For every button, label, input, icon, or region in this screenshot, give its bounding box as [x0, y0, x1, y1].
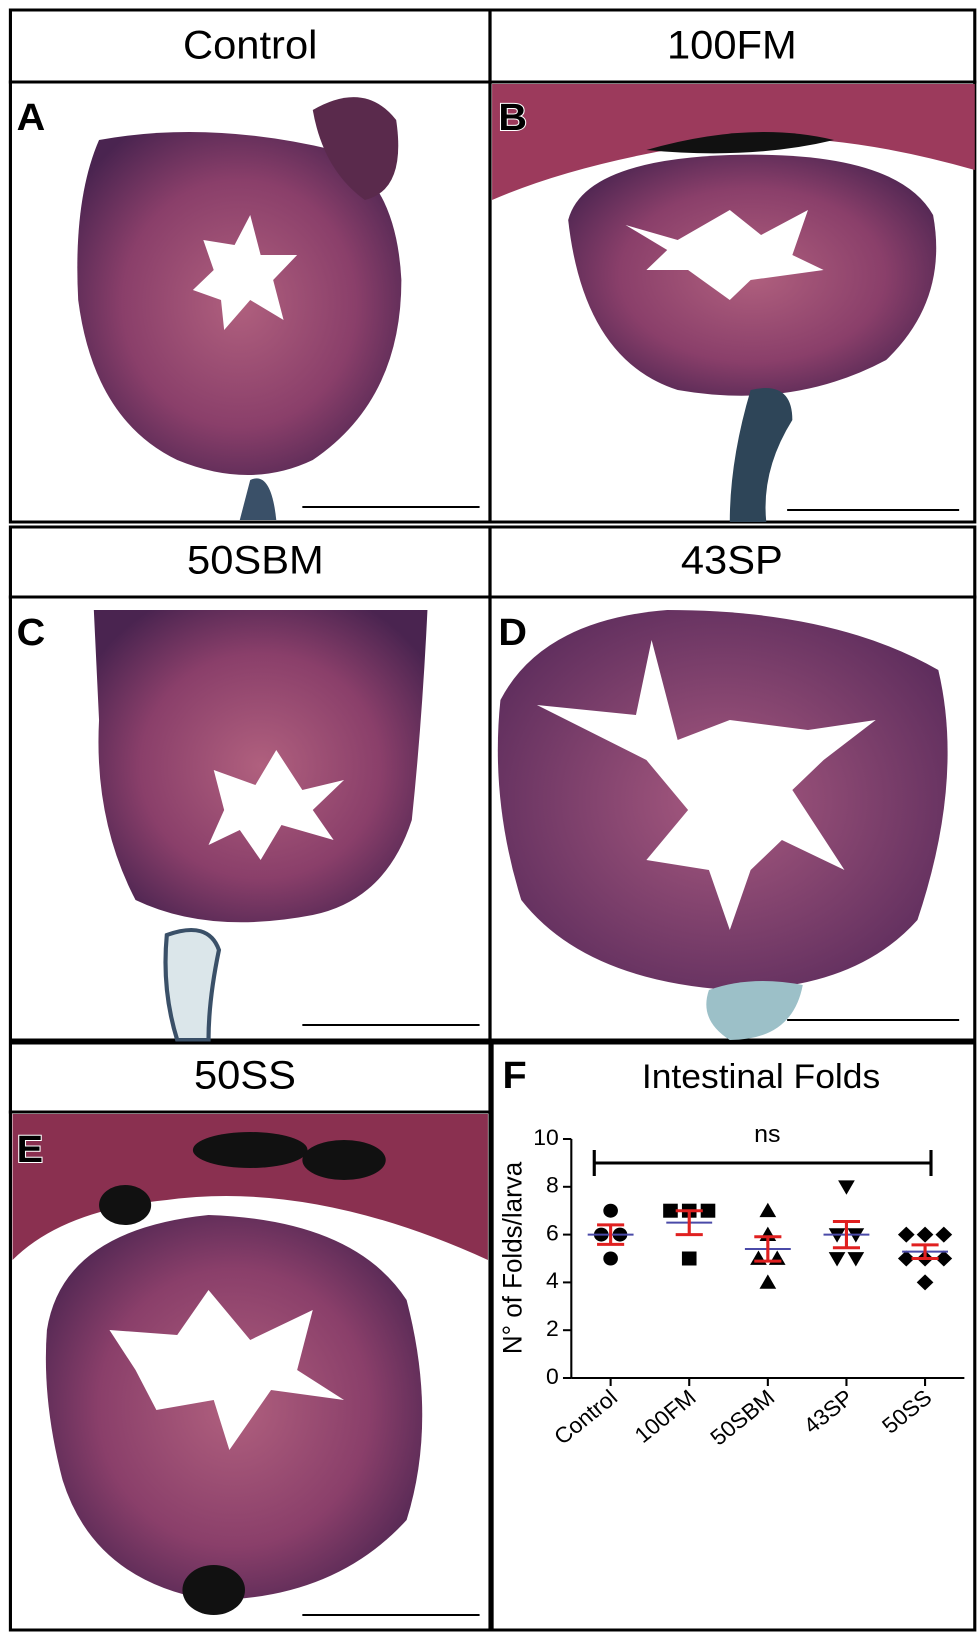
fat-droplet	[99, 1185, 152, 1225]
point	[603, 1251, 618, 1266]
point	[828, 1252, 846, 1267]
fat-droplet	[192, 1132, 308, 1168]
point	[663, 1203, 678, 1218]
point	[916, 1226, 934, 1243]
x-tick-label: Control	[549, 1385, 622, 1449]
annotation: ns	[754, 1121, 780, 1147]
point	[897, 1250, 915, 1267]
panel-b: 100FM B	[488, 8, 977, 524]
y-tick-label: 10	[533, 1125, 559, 1149]
point	[700, 1203, 716, 1218]
x-tick-label: 100FM	[630, 1385, 701, 1448]
panel-c: 50SBM C	[8, 525, 492, 1042]
tissue	[492, 84, 975, 200]
panel-letter: A	[17, 97, 46, 139]
y-axis-label: N° of Folds/larva	[497, 1162, 528, 1355]
point	[759, 1274, 777, 1289]
x-tick-label: 50SS	[877, 1385, 936, 1438]
panel-title: 50SBM	[187, 537, 324, 582]
tissue	[239, 478, 277, 520]
fat-droplet	[646, 132, 835, 154]
tissue	[163, 928, 222, 1042]
micrograph	[488, 595, 977, 1042]
point	[759, 1202, 777, 1218]
y-tick-label: 6	[546, 1221, 559, 1245]
panel-title: 43SP	[681, 537, 783, 582]
y-tick-label: 0	[546, 1364, 559, 1388]
chart-box	[490, 1041, 977, 1632]
point	[768, 1250, 786, 1265]
panel-f: F Intestinal Folds N° of Folds/larva ns …	[490, 1041, 977, 1632]
panel-letter: D	[498, 612, 527, 654]
fat-droplet	[302, 1140, 386, 1180]
lumen	[208, 750, 345, 860]
lumen	[625, 210, 824, 300]
panel-letter: F	[503, 1055, 527, 1097]
y-tick-label: 2	[546, 1316, 559, 1340]
x-tick-label: 43SP	[799, 1385, 858, 1438]
y-tick-label: 8	[546, 1173, 559, 1197]
y-tick-label: 4	[546, 1269, 559, 1293]
point	[603, 1203, 618, 1218]
point	[838, 1180, 855, 1195]
fat-droplet	[182, 1565, 245, 1615]
point	[897, 1226, 915, 1243]
point	[750, 1250, 767, 1265]
point	[935, 1226, 953, 1243]
panel-a: Control A	[8, 8, 492, 524]
lumen	[192, 215, 298, 330]
panel-letter: E	[17, 1129, 43, 1171]
x-tick-label: 50SBM	[705, 1385, 779, 1450]
tissue	[729, 388, 793, 522]
panel-title: Control	[183, 22, 317, 67]
tissue	[706, 981, 803, 1040]
panel-letter: C	[17, 612, 46, 654]
point	[681, 1251, 697, 1266]
tissue	[312, 97, 399, 200]
point	[847, 1252, 865, 1267]
point	[935, 1250, 953, 1267]
panel-e: 50SS E	[8, 1041, 492, 1632]
lumen	[109, 1290, 345, 1450]
tissue	[93, 610, 428, 923]
chart-title: Intestinal Folds	[642, 1059, 880, 1096]
panel-d: 43SP D	[488, 525, 977, 1042]
panel-title: 100FM	[667, 22, 797, 67]
panel-title: 50SS	[194, 1052, 296, 1097]
micrograph	[8, 1110, 492, 1632]
panel-letter: B	[498, 97, 527, 139]
lumen	[536, 640, 876, 930]
point	[916, 1274, 934, 1291]
